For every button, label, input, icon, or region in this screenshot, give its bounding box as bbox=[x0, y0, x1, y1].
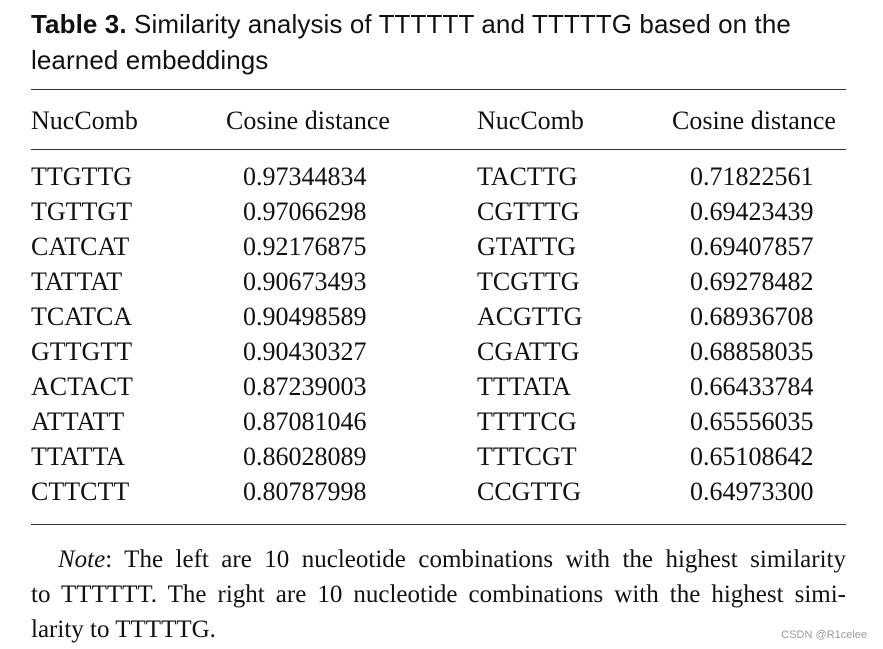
nuccomb-right: CCGTTG bbox=[477, 477, 581, 506]
cosine-right: 0.69423439 bbox=[690, 197, 814, 226]
nuccomb-left: ATTATT bbox=[31, 407, 125, 436]
table-row: ACTACT 0.87239003 TTTATA 0.66433784 bbox=[31, 369, 846, 404]
nuccomb-left: ACTACT bbox=[31, 372, 133, 401]
cosine-right: 0.64973300 bbox=[690, 477, 814, 506]
note-label: Note bbox=[58, 546, 106, 573]
cosine-left: 0.97344834 bbox=[243, 162, 367, 191]
nuccomb-right: TTTTCG bbox=[477, 407, 577, 436]
nuccomb-right: GTATTG bbox=[477, 232, 577, 261]
caption-line-1: Table 3. Similarity analysis of TTTTTT a… bbox=[31, 6, 851, 42]
cosine-left: 0.87081046 bbox=[243, 407, 367, 436]
caption-title-part-2: learned embeddings bbox=[31, 45, 269, 75]
cosine-right: 0.65108642 bbox=[690, 442, 814, 471]
nuccomb-left: TATTAT bbox=[31, 267, 123, 296]
cosine-left: 0.87239003 bbox=[243, 372, 367, 401]
table-row: TCATCA 0.90498589 ACGTTG 0.68936708 bbox=[31, 299, 846, 334]
table-row: TTATTA 0.86028089 TTTCGT 0.65108642 bbox=[31, 439, 846, 474]
table-header-row: NucComb Cosine distance NucComb Cosine d… bbox=[31, 103, 846, 139]
watermark: CSDN @R1celee bbox=[781, 629, 867, 641]
cosine-left: 0.90498589 bbox=[243, 302, 367, 331]
nuccomb-left: GTTGTT bbox=[31, 337, 133, 366]
nuccomb-left: TTGTTG bbox=[31, 162, 133, 191]
table-row: CATCAT 0.92176875 GTATTG 0.69407857 bbox=[31, 229, 846, 264]
header-cosine-right: Cosine distance bbox=[672, 106, 836, 135]
note-text-1: : The left are 10 nucleotide combination… bbox=[105, 546, 846, 573]
cosine-left: 0.92176875 bbox=[243, 232, 367, 261]
nuccomb-right: TACTTG bbox=[477, 162, 578, 191]
table-row: TGTTGT 0.97066298 CGTTTG 0.69423439 bbox=[31, 194, 846, 229]
cosine-right: 0.65556035 bbox=[690, 407, 814, 436]
cosine-left: 0.90430327 bbox=[243, 337, 367, 366]
header-cosine-left: Cosine distance bbox=[226, 106, 390, 135]
note-line-3: larity to TTTTTG. bbox=[31, 616, 216, 643]
table-body: TTGTTG 0.97344834 TACTTG 0.71822561 TGTT… bbox=[31, 159, 846, 509]
caption-title-part-1: Similarity analysis of TTTTTT and TTTTTG… bbox=[134, 9, 791, 39]
nuccomb-left: TCATCA bbox=[31, 302, 133, 331]
nuccomb-right: TTTATA bbox=[477, 372, 572, 401]
cosine-right: 0.68858035 bbox=[690, 337, 814, 366]
caption-label: Table 3. bbox=[31, 9, 127, 39]
cosine-right: 0.71822561 bbox=[690, 162, 814, 191]
nuccomb-left: TTATTA bbox=[31, 442, 126, 471]
cosine-right: 0.69407857 bbox=[690, 232, 814, 261]
cosine-right: 0.68936708 bbox=[690, 302, 814, 331]
table-row: ATTATT 0.87081046 TTTTCG 0.65556035 bbox=[31, 404, 846, 439]
header-nuccomb-right: NucComb bbox=[477, 106, 584, 135]
nuccomb-right: TTTCGT bbox=[477, 442, 577, 471]
table-row: TATTAT 0.90673493 TCGTTG 0.69278482 bbox=[31, 264, 846, 299]
nuccomb-right: ACGTTG bbox=[477, 302, 583, 331]
note-line-2: to TTTTTT. The right are 10 nucleotide c… bbox=[31, 581, 846, 608]
cosine-left: 0.86028089 bbox=[243, 442, 367, 471]
nuccomb-right: CGTTTG bbox=[477, 197, 580, 226]
nuccomb-right: CGATTG bbox=[477, 337, 580, 366]
table-caption: Table 3. Similarity analysis of TTTTTT a… bbox=[31, 6, 851, 78]
cosine-left: 0.97066298 bbox=[243, 197, 367, 226]
cosine-left: 0.90673493 bbox=[243, 267, 367, 296]
table-row: CTTCTT 0.80787998 CCGTTG 0.64973300 bbox=[31, 474, 846, 509]
table-row: GTTGTT 0.90430327 CGATTG 0.68858035 bbox=[31, 334, 846, 369]
table-header-rule bbox=[31, 149, 846, 150]
table-bottom-rule bbox=[31, 524, 846, 525]
header-nuccomb-left: NucComb bbox=[31, 106, 138, 135]
nuccomb-left: CATCAT bbox=[31, 232, 130, 261]
nuccomb-left: CTTCTT bbox=[31, 477, 130, 506]
note-line-1: Note: The left are 10 nucleotide combina… bbox=[31, 542, 846, 577]
nuccomb-right: TCGTTG bbox=[477, 267, 580, 296]
table-row: TTGTTG 0.97344834 TACTTG 0.71822561 bbox=[31, 159, 846, 194]
cosine-left: 0.80787998 bbox=[243, 477, 367, 506]
cosine-right: 0.66433784 bbox=[690, 372, 814, 401]
cosine-right: 0.69278482 bbox=[690, 267, 814, 296]
table-top-rule bbox=[31, 89, 846, 90]
nuccomb-left: TGTTGT bbox=[31, 197, 133, 226]
table-note: Note: The left are 10 nucleotide combina… bbox=[31, 542, 846, 647]
